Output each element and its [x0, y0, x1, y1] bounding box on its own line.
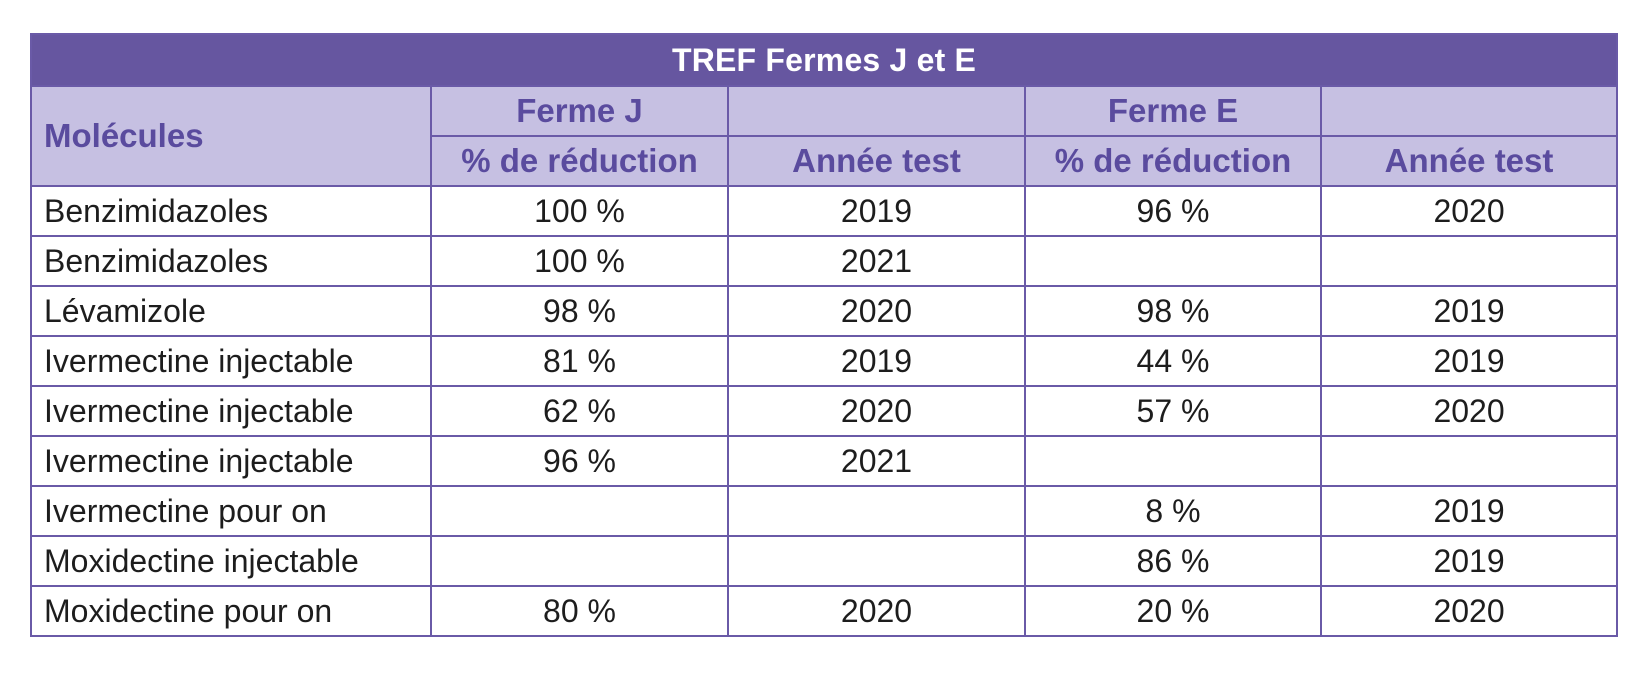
- cell-j-reduction: 100 %: [430, 185, 729, 237]
- cell-e-reduction: 57 %: [1024, 385, 1322, 437]
- cell-j-reduction: 96 %: [430, 435, 729, 487]
- cell-molecule: Benzimidazoles: [30, 235, 432, 287]
- table-row: Lévamizole 98 % 2020 98 % 2019: [30, 285, 1619, 337]
- cell-e-annee: 2019: [1319, 335, 1619, 387]
- cell-j-annee: [727, 485, 1026, 537]
- cell-e-annee: 2020: [1319, 185, 1619, 237]
- cell-e-reduction: [1024, 235, 1322, 287]
- cell-e-reduction: 44 %: [1024, 335, 1322, 387]
- cell-molecule: Ivermectine injectable: [30, 385, 432, 437]
- cell-j-reduction: 98 %: [430, 285, 729, 337]
- cell-j-annee: 2019: [727, 335, 1026, 387]
- header-blank-j: [727, 85, 1026, 137]
- cell-e-reduction: 20 %: [1024, 585, 1322, 637]
- header-e-annee: Année test: [1319, 135, 1619, 187]
- cell-j-reduction: 100 %: [430, 235, 729, 287]
- title-row: TREF Fermes J et E: [29, 33, 1619, 87]
- cell-e-reduction: 86 %: [1024, 535, 1322, 587]
- cell-molecule: Moxidectine injectable: [30, 535, 432, 587]
- header-j-reduction: % de réduction: [430, 135, 729, 187]
- cell-e-annee: 2019: [1319, 285, 1619, 337]
- cell-j-reduction: [430, 535, 729, 587]
- cell-j-annee: 2020: [727, 585, 1026, 637]
- cell-e-annee: 2020: [1319, 585, 1619, 637]
- header-ferme-j: Ferme J: [430, 85, 729, 137]
- cell-e-reduction: 96 %: [1024, 185, 1322, 237]
- cell-j-reduction: 80 %: [430, 585, 729, 637]
- cell-e-reduction: 98 %: [1024, 285, 1322, 337]
- table-body: Benzimidazoles 100 % 2019 96 % 2020 Benz…: [30, 185, 1619, 637]
- header-row-2: % de réduction Année test % de réduction…: [31, 135, 1619, 187]
- cell-e-annee: [1319, 435, 1619, 487]
- header-e-reduction: % de réduction: [1024, 135, 1322, 187]
- table-row: Moxidectine pour on 80 % 2020 20 % 2020: [30, 585, 1619, 637]
- cell-e-annee: 2019: [1319, 485, 1619, 537]
- tref-table-container: TREF Fermes J et E Molécules Ferme J Fer…: [29, 33, 1619, 637]
- header-ferme-e: Ferme E: [1024, 85, 1322, 137]
- cell-e-reduction: 8 %: [1024, 485, 1322, 537]
- cell-molecule: Ivermectine injectable: [30, 435, 432, 487]
- cell-e-reduction: [1024, 435, 1322, 487]
- cell-molecule: Lévamizole: [30, 285, 432, 337]
- cell-j-annee: 2021: [727, 435, 1026, 487]
- table-head: TREF Fermes J et E Molécules Ferme J Fer…: [29, 33, 1619, 187]
- cell-j-reduction: 81 %: [430, 335, 729, 387]
- header-j-annee: Année test: [727, 135, 1026, 187]
- header-row-1: Molécules Ferme J Ferme E: [30, 85, 1619, 187]
- cell-j-reduction: [430, 485, 729, 537]
- table-row: Ivermectine pour on 8 % 2019: [30, 485, 1619, 537]
- cell-j-reduction: 62 %: [430, 385, 729, 437]
- cell-j-annee: [727, 535, 1026, 587]
- cell-e-annee: 2019: [1319, 535, 1619, 587]
- cell-molecule: Ivermectine pour on: [30, 485, 432, 537]
- table-row: Ivermectine injectable 81 % 2019 44 % 20…: [30, 335, 1619, 387]
- cell-e-annee: [1319, 235, 1619, 287]
- cell-j-annee: 2019: [727, 185, 1026, 237]
- header-blank-e: [1319, 85, 1619, 137]
- tref-table: TREF Fermes J et E Molécules Ferme J Fer…: [29, 33, 1619, 637]
- table-title: TREF Fermes J et E: [29, 33, 1619, 87]
- table-row: Ivermectine injectable 96 % 2021: [30, 435, 1619, 487]
- cell-molecule: Benzimidazoles: [30, 185, 432, 237]
- cell-e-annee: 2020: [1319, 385, 1619, 437]
- cell-molecule: Moxidectine pour on: [30, 585, 432, 637]
- table-row: Ivermectine injectable 62 % 2020 57 % 20…: [30, 385, 1619, 437]
- cell-molecule: Ivermectine injectable: [30, 335, 432, 387]
- table-row: Moxidectine injectable 86 % 2019: [30, 535, 1619, 587]
- cell-j-annee: 2020: [727, 285, 1026, 337]
- cell-j-annee: 2020: [727, 385, 1026, 437]
- header-molecules: Molécules: [30, 85, 432, 187]
- table-row: Benzimidazoles 100 % 2021: [30, 235, 1619, 287]
- table-row: Benzimidazoles 100 % 2019 96 % 2020: [30, 185, 1619, 237]
- cell-j-annee: 2021: [727, 235, 1026, 287]
